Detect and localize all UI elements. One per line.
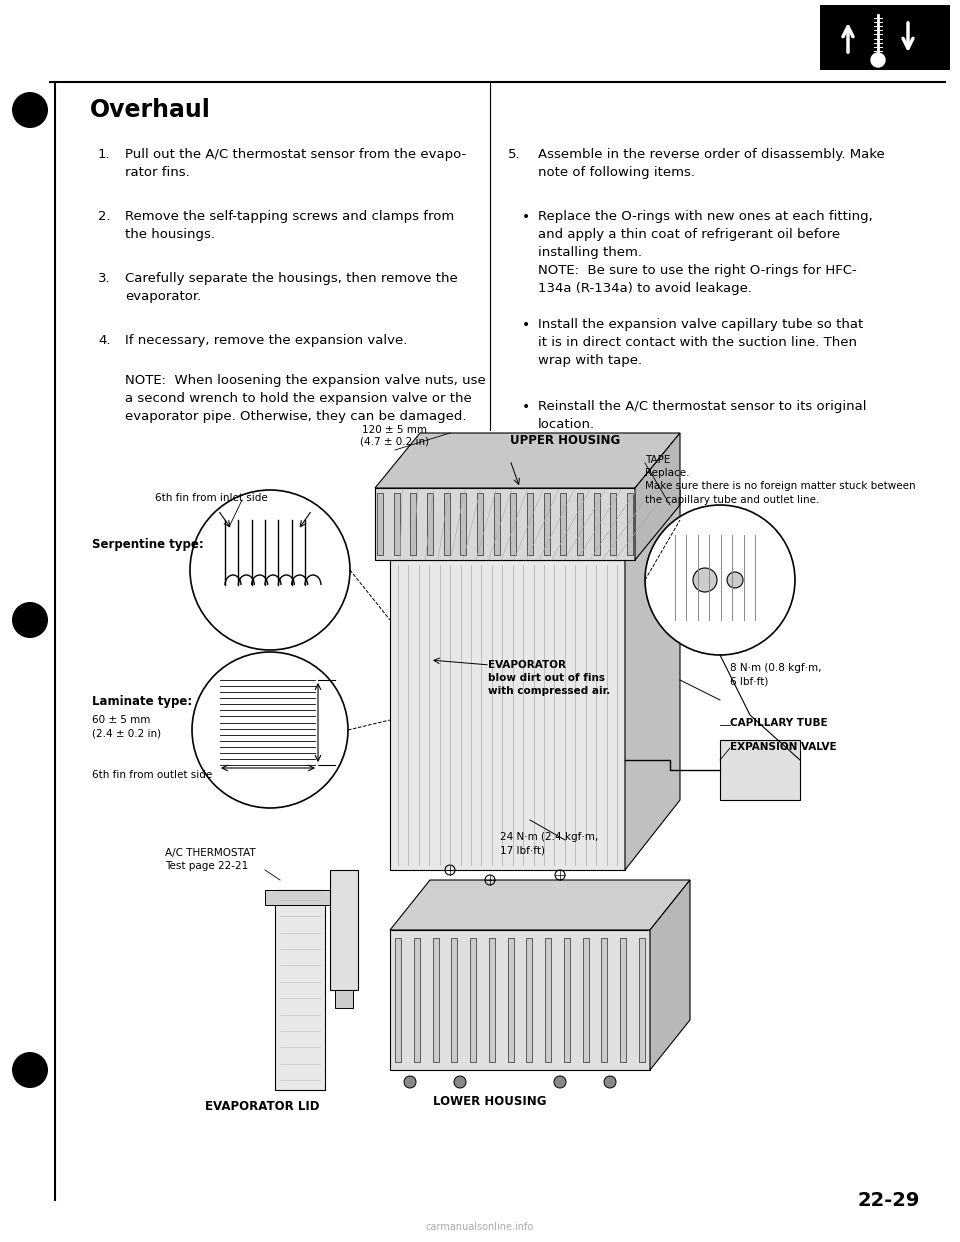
Bar bbox=[477, 493, 483, 555]
Circle shape bbox=[645, 505, 795, 655]
Text: 6th fin from outlet side: 6th fin from outlet side bbox=[92, 770, 212, 780]
Bar bbox=[451, 938, 457, 1062]
Text: 8 N·m (0.8 kgf·m,
6 lbf·ft): 8 N·m (0.8 kgf·m, 6 lbf·ft) bbox=[730, 663, 822, 686]
Circle shape bbox=[727, 573, 743, 587]
Text: LOWER HOUSING: LOWER HOUSING bbox=[433, 1095, 547, 1108]
Text: Pull out the A/C thermostat sensor from the evapo-
rator fins.: Pull out the A/C thermostat sensor from … bbox=[125, 148, 467, 179]
Circle shape bbox=[604, 1076, 616, 1088]
Bar bbox=[543, 493, 550, 555]
Bar bbox=[620, 938, 626, 1062]
Bar bbox=[433, 938, 439, 1062]
Bar bbox=[390, 930, 650, 1071]
Bar bbox=[330, 869, 358, 990]
Circle shape bbox=[190, 491, 350, 650]
Circle shape bbox=[554, 1076, 566, 1088]
Bar bbox=[493, 493, 499, 555]
Bar bbox=[390, 560, 625, 869]
Polygon shape bbox=[635, 433, 680, 560]
Bar bbox=[410, 493, 417, 555]
Text: carmanualsonline.info: carmanualsonline.info bbox=[426, 1222, 534, 1232]
Polygon shape bbox=[375, 433, 680, 488]
Text: •: • bbox=[522, 400, 530, 414]
Bar bbox=[545, 938, 551, 1062]
Bar bbox=[627, 493, 633, 555]
Bar bbox=[427, 493, 433, 555]
Bar bbox=[377, 493, 383, 555]
Text: 1.: 1. bbox=[98, 148, 110, 161]
Bar bbox=[508, 938, 514, 1062]
Text: Install the expansion valve capillary tube so that
it is in direct contact with : Install the expansion valve capillary tu… bbox=[538, 318, 863, 366]
Bar bbox=[461, 493, 467, 555]
Bar bbox=[470, 938, 476, 1062]
Text: UPPER HOUSING: UPPER HOUSING bbox=[510, 433, 620, 447]
Text: 60 ± 5 mm
(2.4 ± 0.2 in): 60 ± 5 mm (2.4 ± 0.2 in) bbox=[92, 715, 161, 738]
Bar bbox=[395, 938, 401, 1062]
Polygon shape bbox=[650, 881, 690, 1071]
Text: 24 N·m (2.4 kgf·m,
17 lbf·ft): 24 N·m (2.4 kgf·m, 17 lbf·ft) bbox=[500, 832, 598, 856]
Bar bbox=[275, 891, 325, 1090]
Circle shape bbox=[12, 1052, 48, 1088]
Text: TAPE
Replace.
Make sure there is no foreign matter stuck between
the capillary t: TAPE Replace. Make sure there is no fore… bbox=[645, 455, 916, 504]
Bar bbox=[511, 493, 516, 555]
Text: 3.: 3. bbox=[98, 272, 110, 284]
Text: 6th fin from inlet side: 6th fin from inlet side bbox=[155, 493, 268, 503]
Bar bbox=[414, 938, 420, 1062]
Polygon shape bbox=[625, 491, 680, 869]
Text: NOTE:  When loosening the expansion valve nuts, use
a second wrench to hold the : NOTE: When loosening the expansion valve… bbox=[125, 374, 486, 424]
Bar bbox=[639, 938, 645, 1062]
Bar bbox=[561, 493, 566, 555]
Text: EVAPORATOR
blow dirt out of fins
with compressed air.: EVAPORATOR blow dirt out of fins with co… bbox=[488, 660, 611, 697]
Bar bbox=[489, 938, 494, 1062]
Text: 22-29: 22-29 bbox=[857, 1191, 920, 1210]
Text: Assemble in the reverse order of disassembly. Make
note of following items.: Assemble in the reverse order of disasse… bbox=[538, 148, 885, 179]
Text: Carefully separate the housings, then remove the
evaporator.: Carefully separate the housings, then re… bbox=[125, 272, 458, 303]
Circle shape bbox=[192, 652, 348, 809]
Circle shape bbox=[454, 1076, 466, 1088]
Text: Overhaul: Overhaul bbox=[90, 98, 211, 122]
Bar bbox=[444, 493, 449, 555]
Text: If necessary, remove the expansion valve.: If necessary, remove the expansion valve… bbox=[125, 334, 407, 347]
Bar bbox=[593, 493, 600, 555]
Text: 4.: 4. bbox=[98, 334, 110, 347]
Text: Laminate type:: Laminate type: bbox=[92, 696, 192, 708]
Polygon shape bbox=[390, 491, 680, 560]
Text: EVAPORATOR LID: EVAPORATOR LID bbox=[205, 1100, 320, 1113]
Polygon shape bbox=[390, 881, 690, 930]
Circle shape bbox=[404, 1076, 416, 1088]
Bar bbox=[526, 938, 533, 1062]
Circle shape bbox=[12, 92, 48, 128]
Bar bbox=[611, 493, 616, 555]
Text: Replace the O-rings with new ones at each fitting,
and apply a thin coat of refr: Replace the O-rings with new ones at eac… bbox=[538, 210, 873, 296]
Bar bbox=[577, 493, 583, 555]
Text: •: • bbox=[522, 318, 530, 332]
Text: EXPANSION VALVE: EXPANSION VALVE bbox=[730, 741, 836, 751]
Bar bbox=[394, 493, 399, 555]
Text: A/C THERMOSTAT
Test page 22-21: A/C THERMOSTAT Test page 22-21 bbox=[165, 848, 255, 871]
Text: CAPILLARY TUBE: CAPILLARY TUBE bbox=[730, 718, 828, 728]
Text: 2.: 2. bbox=[98, 210, 110, 224]
Bar bbox=[265, 891, 335, 905]
Circle shape bbox=[871, 53, 885, 67]
Text: Reinstall the A/C thermostat sensor to its original
location.: Reinstall the A/C thermostat sensor to i… bbox=[538, 400, 867, 431]
Text: Remove the self-tapping screws and clamps from
the housings.: Remove the self-tapping screws and clamp… bbox=[125, 210, 454, 241]
Bar bbox=[820, 5, 950, 70]
Text: Serpentine type:: Serpentine type: bbox=[92, 538, 204, 551]
Circle shape bbox=[12, 602, 48, 638]
Bar bbox=[583, 938, 588, 1062]
Text: •: • bbox=[522, 210, 530, 224]
Bar bbox=[602, 938, 608, 1062]
Bar bbox=[527, 493, 533, 555]
Bar bbox=[375, 488, 635, 560]
Bar bbox=[720, 740, 800, 800]
Bar bbox=[335, 990, 353, 1009]
Bar bbox=[564, 938, 570, 1062]
Text: 120 ± 5 mm
(4.7 ± 0.2 in): 120 ± 5 mm (4.7 ± 0.2 in) bbox=[360, 425, 429, 447]
Text: 5.: 5. bbox=[508, 148, 520, 161]
Circle shape bbox=[693, 568, 717, 592]
